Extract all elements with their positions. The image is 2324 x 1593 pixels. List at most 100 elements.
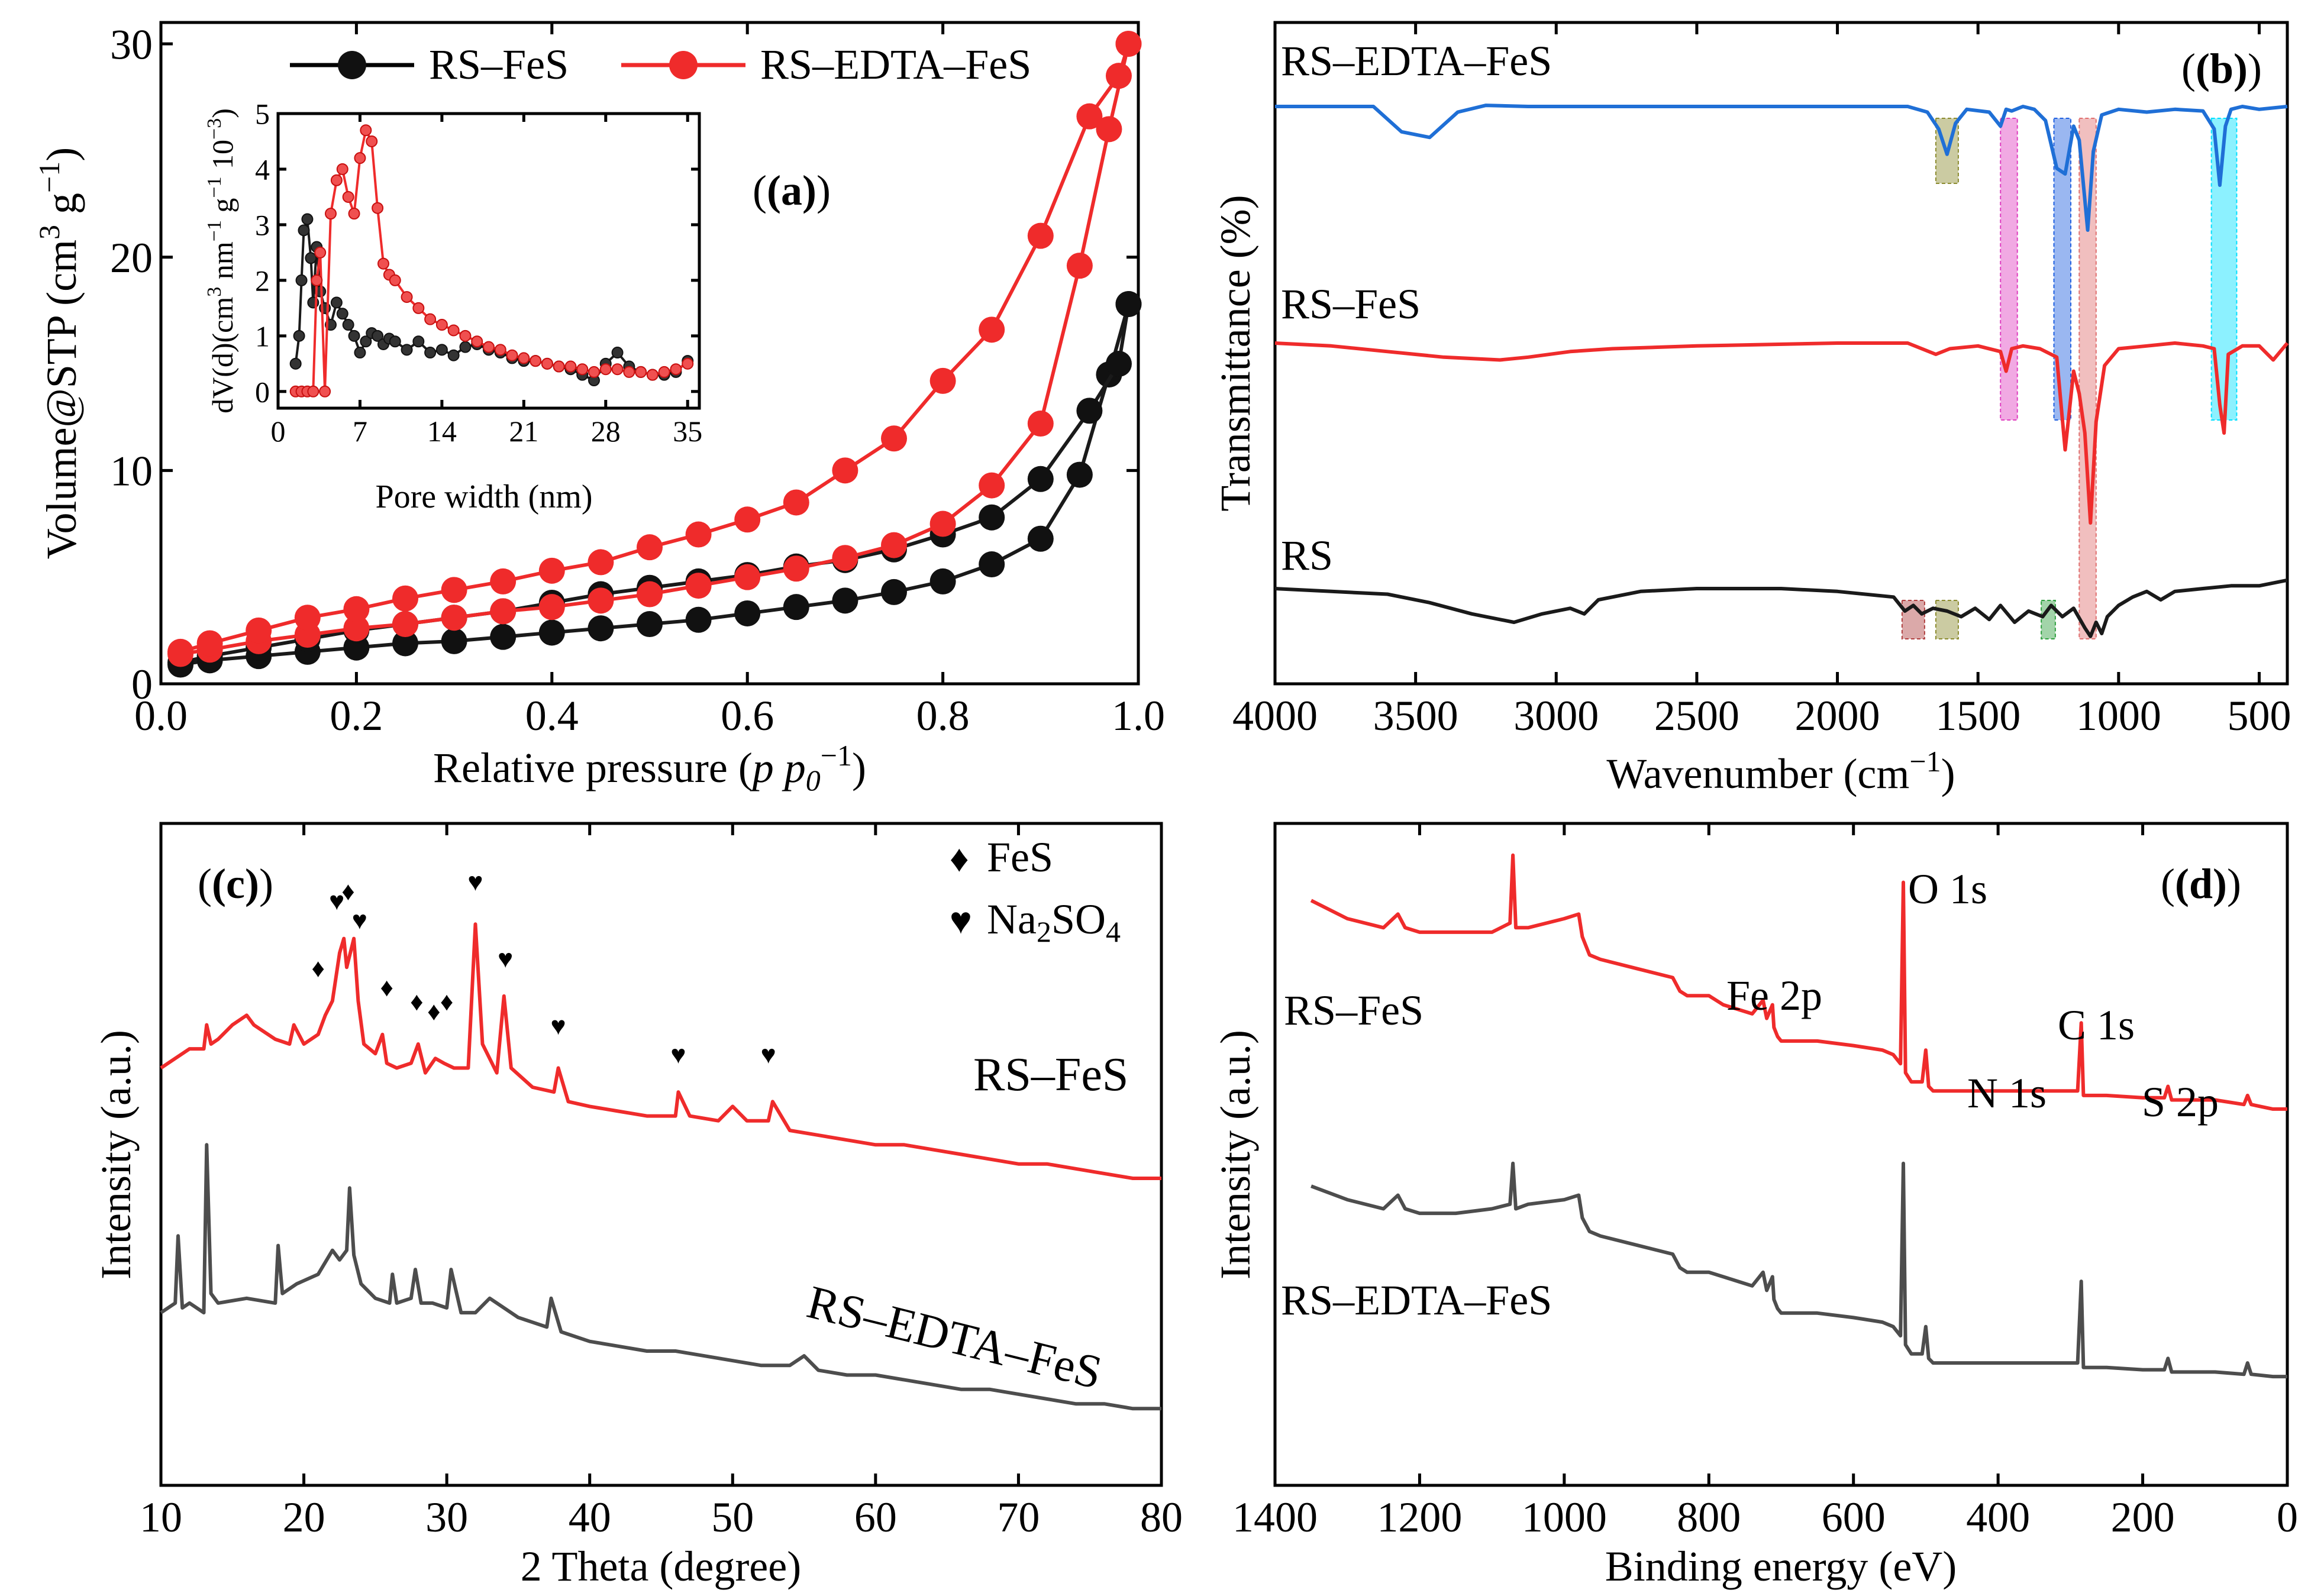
isotherm-point-rs-edta-fes <box>685 573 712 599</box>
peak-label-o1s: O 1s <box>1908 865 1987 913</box>
ftir-spectrum-rs <box>1274 578 2288 638</box>
inset-frame <box>276 112 701 410</box>
isotherm-point-rs-fes <box>734 600 761 626</box>
xps-survey-rs-fes <box>1310 853 2287 1111</box>
pore-distribution-point-rs-edta-fes <box>682 357 694 370</box>
pore-distribution-point-rs-fes <box>435 344 448 356</box>
isotherm-point-rs-edta-fes <box>538 594 565 621</box>
panel-a-series <box>167 31 1142 678</box>
pore-distribution-point-rs-edta-fes <box>483 341 495 353</box>
panel-d-xtick-label: 1000 <box>1522 1494 1607 1541</box>
isotherm-point-rs-fes <box>1027 525 1054 552</box>
pore-distribution-point-rs-fes <box>389 335 401 348</box>
isotherm-point-rs-edta-fes <box>196 630 223 657</box>
pore-distribution-point-rs-fes <box>372 329 384 342</box>
isotherm-point-rs-fes <box>1115 291 1142 318</box>
panel-b-xtick-label: 1500 <box>1935 692 2020 739</box>
isotherm-point-rs-edta-fes <box>1076 103 1103 130</box>
isotherm-point-rs-fes <box>881 579 907 605</box>
inset-xtick-label: 0 <box>271 415 286 448</box>
pore-distribution-point-rs-edta-fes <box>447 324 460 337</box>
isotherm-point-rs-fes <box>832 587 858 614</box>
panel-d-xtick-label: 800 <box>1677 1494 1741 1541</box>
panel-a-xtick-label: 0.0 <box>134 692 188 739</box>
pore-distribution-point-rs-fes <box>295 274 308 286</box>
isotherm-point-rs-edta-fes <box>979 316 1005 343</box>
panel-b-xtick-label: 4000 <box>1232 692 1318 739</box>
panel-b-xtick-label: 2500 <box>1654 692 1739 739</box>
na2so4-peak-marker: ♥ <box>352 906 367 935</box>
isotherm-point-rs-edta-fes <box>1096 116 1122 143</box>
inset-ticks: 0 7 14 21 28 35 0 1 2 3 4 5 <box>255 98 702 448</box>
peak-label-c1s: C 1s <box>2058 1001 2135 1049</box>
pore-distribution-point-rs-fes <box>459 341 472 353</box>
pore-distribution-point-rs-fes <box>447 349 460 361</box>
pore-distribution-point-rs-fes <box>336 308 348 320</box>
pore-distribution-point-rs-edta-fes <box>412 302 425 314</box>
pore-distribution-point-rs-edta-fes <box>424 313 437 325</box>
panel-c-xtick-label: 20 <box>283 1494 325 1541</box>
panel-c-xtick-label: 30 <box>425 1494 468 1541</box>
isotherm-point-rs-fes <box>1105 351 1132 377</box>
pore-distribution-point-rs-fes <box>401 344 413 356</box>
pore-distribution-point-rs-edta-fes <box>330 174 343 186</box>
pore-distribution-point-rs-edta-fes <box>611 363 624 376</box>
fes-peak-marker: ♦ <box>312 954 325 983</box>
panel-a-xlabel: Relative pressure (p p0−1) <box>433 739 866 797</box>
isotherm-point-rs-edta-fes <box>783 555 809 582</box>
series-label-rs-edta-fes-xps: RS–EDTA–FeS <box>1281 1277 1552 1324</box>
absorption-band-highlight <box>2041 600 2056 639</box>
isotherm-point-rs-edta-fes <box>685 521 712 548</box>
peak-label-s2p: S 2p <box>2142 1078 2219 1126</box>
panel-a-ytick-label: 30 <box>110 21 153 68</box>
pore-distribution-point-rs-edta-fes <box>576 363 589 376</box>
inset-xtick-label: 28 <box>591 415 621 448</box>
pore-distribution-point-rs-edta-fes <box>564 360 577 373</box>
panel-b-ftir-chart: 4000 3500 3000 2500 2000 1500 1000 500 ((b)) RS… <box>1212 21 2291 797</box>
pore-distribution-point-rs-edta-fes <box>366 135 378 147</box>
isotherm-point-rs-edta-fes <box>392 585 418 612</box>
isotherm-point-rs-fes <box>441 628 467 654</box>
pore-distribution-point-rs-edta-fes <box>342 190 354 203</box>
panel-b-xtick-label: 3000 <box>1513 692 1599 739</box>
panel-b-frame <box>1273 21 2289 686</box>
panel-a-ytick-label: 0 <box>131 661 153 708</box>
inset-series <box>289 124 694 398</box>
panel-a-frame <box>159 21 1140 686</box>
isotherm-point-rs-fes <box>979 504 1005 531</box>
inset-ytick-label: 3 <box>255 208 270 241</box>
panel-d-xlabel: Binding energy (eV) <box>1605 1543 1957 1590</box>
pore-distribution-point-rs-edta-fes <box>646 369 659 381</box>
isotherm-point-rs-edta-fes <box>832 545 858 571</box>
legend-marker-rs-fes <box>338 51 366 79</box>
isotherm-point-rs-edta-fes <box>929 510 956 537</box>
pore-distribution-point-rs-fes <box>305 252 317 264</box>
isotherm-point-rs-edta-fes <box>588 587 614 614</box>
isotherm-point-rs-edta-fes <box>1105 63 1132 89</box>
pore-distribution-point-rs-edta-fes <box>530 355 542 367</box>
panel-d-frame <box>1273 822 2289 1487</box>
na2so4-peak-marker: ♥ <box>498 944 513 973</box>
isotherm-point-rs-fes <box>979 551 1005 578</box>
panel-b-xtick-label: 3500 <box>1373 692 1458 739</box>
panel-a-inset-chart: 0 7 14 21 28 35 0 1 2 3 4 5 Pore width (nm) dV(d)(c… <box>204 98 702 516</box>
pore-distribution-point-rs-edta-fes <box>325 208 337 220</box>
isotherm-point-rs-edta-fes <box>881 425 907 452</box>
panel-c-xlabel: 2 Theta (degree) <box>521 1543 801 1590</box>
panel-d-xps-chart: 1400 1200 1000 800 600 400 200 0 ((d)) O 1s Fe … <box>1212 822 2298 1590</box>
pore-distribution-point-rs-edta-fes <box>401 291 413 303</box>
na2so4-peak-marker: ♥ <box>551 1012 566 1041</box>
pore-distribution-point-rs-edta-fes <box>541 357 553 370</box>
panel-a-xtick-label: 1.0 <box>1112 692 1165 739</box>
na2so4-peak-marker: ♥ <box>761 1040 776 1069</box>
inset-xtick-label: 7 <box>353 415 367 448</box>
pore-distribution-point-rs-fes <box>360 335 372 348</box>
fes-peak-marker: ♦ <box>341 877 354 906</box>
panel-d-label: ((d)) <box>2161 860 2241 907</box>
inset-xtick-label: 14 <box>427 415 457 448</box>
pore-distribution-point-rs-edta-fes <box>311 274 323 286</box>
peak-label-fe2p: Fe 2p <box>1726 972 1822 1019</box>
series-label-rs-fes-xps: RS–FeS <box>1284 987 1424 1034</box>
panel-a-xtick-label: 0.2 <box>330 692 383 739</box>
